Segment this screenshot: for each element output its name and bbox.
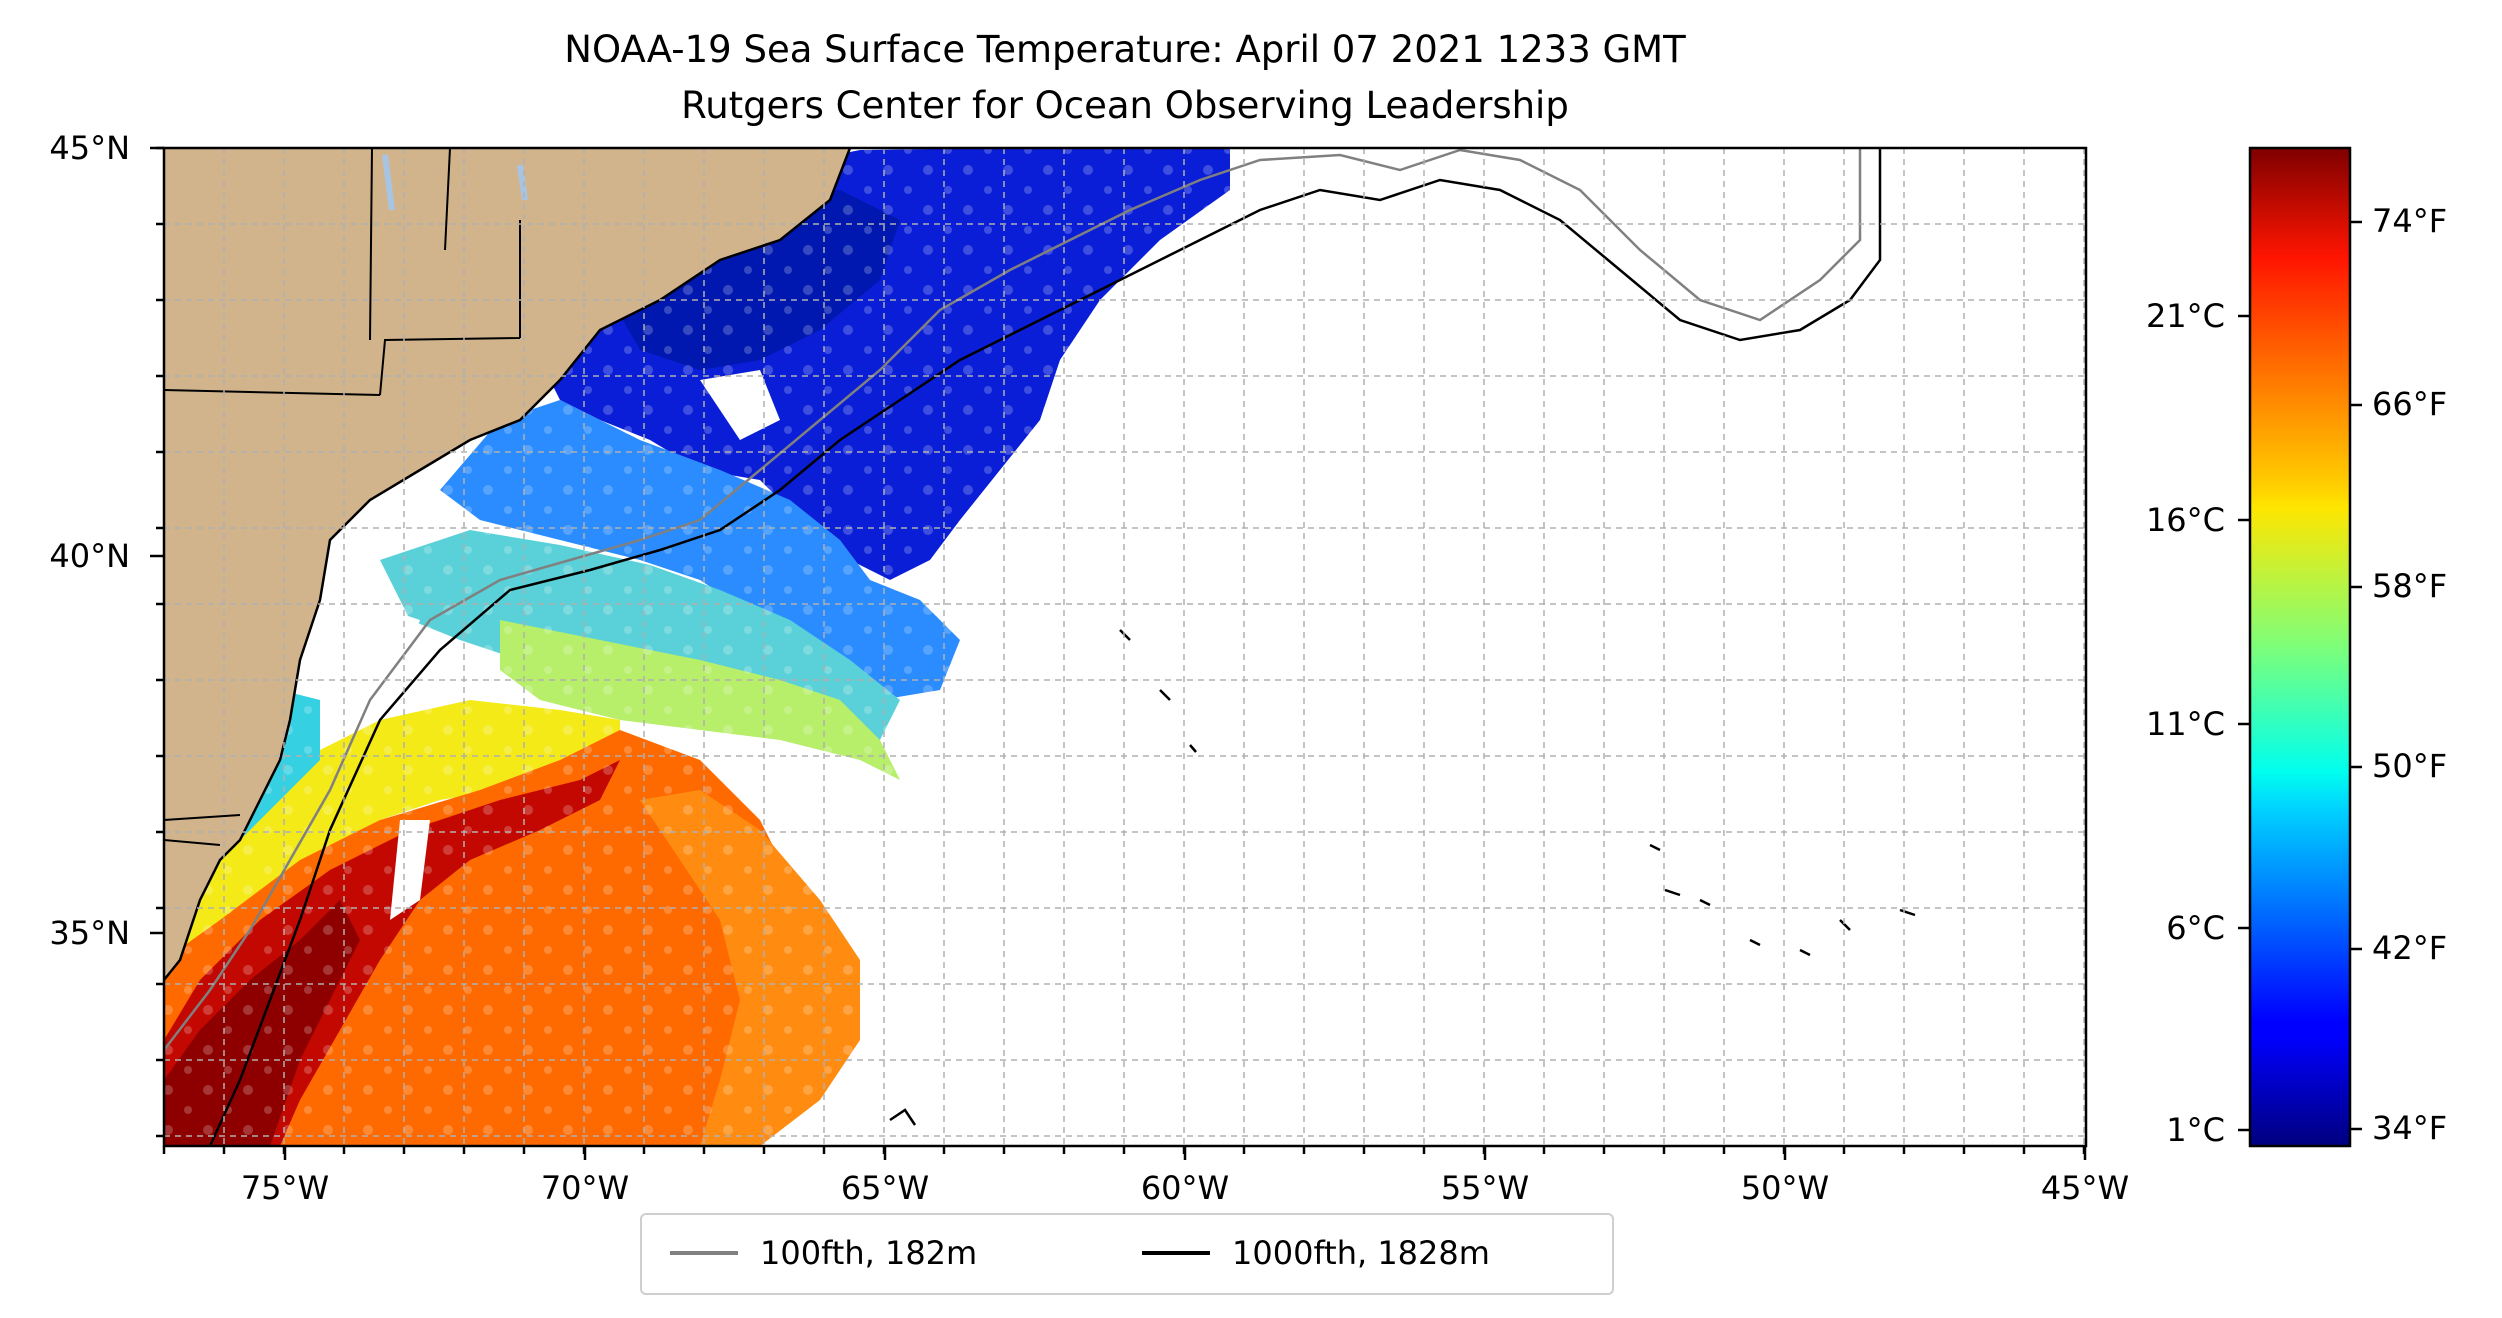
celsius-label: 6°C xyxy=(2166,909,2225,947)
lon-tick-label: 50°W xyxy=(1740,1169,1830,1207)
fahrenheit-label: 50°F xyxy=(2372,747,2448,785)
contour-1000fth xyxy=(208,148,1882,1146)
contour-100fth xyxy=(164,148,1862,1051)
legend-label: 100fth, 182m xyxy=(760,1234,978,1272)
state-borders xyxy=(164,148,521,846)
lat-tick-label: 40°N xyxy=(49,537,130,575)
fahrenheit-label: 58°F xyxy=(2372,567,2448,605)
cloud-gap-2 xyxy=(700,370,780,440)
fahrenheit-label: 74°F xyxy=(2372,202,2448,240)
celsius-label: 1°C xyxy=(2166,1111,2225,1149)
cloud-gap-3 xyxy=(390,820,430,920)
lon-tick-label: 75°W xyxy=(240,1169,330,1207)
seamount-outlines xyxy=(889,629,1916,1126)
legend-item-1000fth: 1000fth, 1828m xyxy=(1142,1233,1490,1273)
map-area xyxy=(164,148,2086,1146)
land-mass xyxy=(164,148,850,980)
legend-item-100fth: 100fth, 182m xyxy=(670,1233,977,1273)
lat-tick-label: 45°N xyxy=(49,129,130,167)
legend-swatch-100fth xyxy=(670,1251,738,1255)
map-title: NOAA-19 Sea Surface Temperature: April 0… xyxy=(564,28,1686,71)
map-subtitle: Rutgers Center for Ocean Observing Leade… xyxy=(681,84,1569,127)
lon-tick-label: 65°W xyxy=(840,1169,930,1207)
lon-tick-label: 60°W xyxy=(1140,1169,1230,1207)
lon-tick-label: 45°W xyxy=(2040,1169,2130,1207)
fahrenheit-label: 34°F xyxy=(2372,1109,2448,1147)
celsius-label: 16°C xyxy=(2145,501,2225,539)
fahrenheit-label: 66°F xyxy=(2372,385,2448,423)
legend: 100fth, 182m 1000fth, 1828m xyxy=(640,1213,1614,1295)
celsius-label: 11°C xyxy=(2145,705,2225,743)
land-border xyxy=(164,148,852,981)
lat-tick-label: 35°N xyxy=(49,914,130,952)
lon-tick-label: 70°W xyxy=(540,1169,630,1207)
colorbar xyxy=(2248,146,2352,1148)
celsius-label: 21°C xyxy=(2145,297,2225,335)
fahrenheit-label: 42°F xyxy=(2372,929,2448,967)
legend-swatch-1000fth xyxy=(1142,1251,1210,1255)
legend-label: 1000fth, 1828m xyxy=(1232,1234,1490,1272)
lon-tick-label: 55°W xyxy=(1440,1169,1530,1207)
